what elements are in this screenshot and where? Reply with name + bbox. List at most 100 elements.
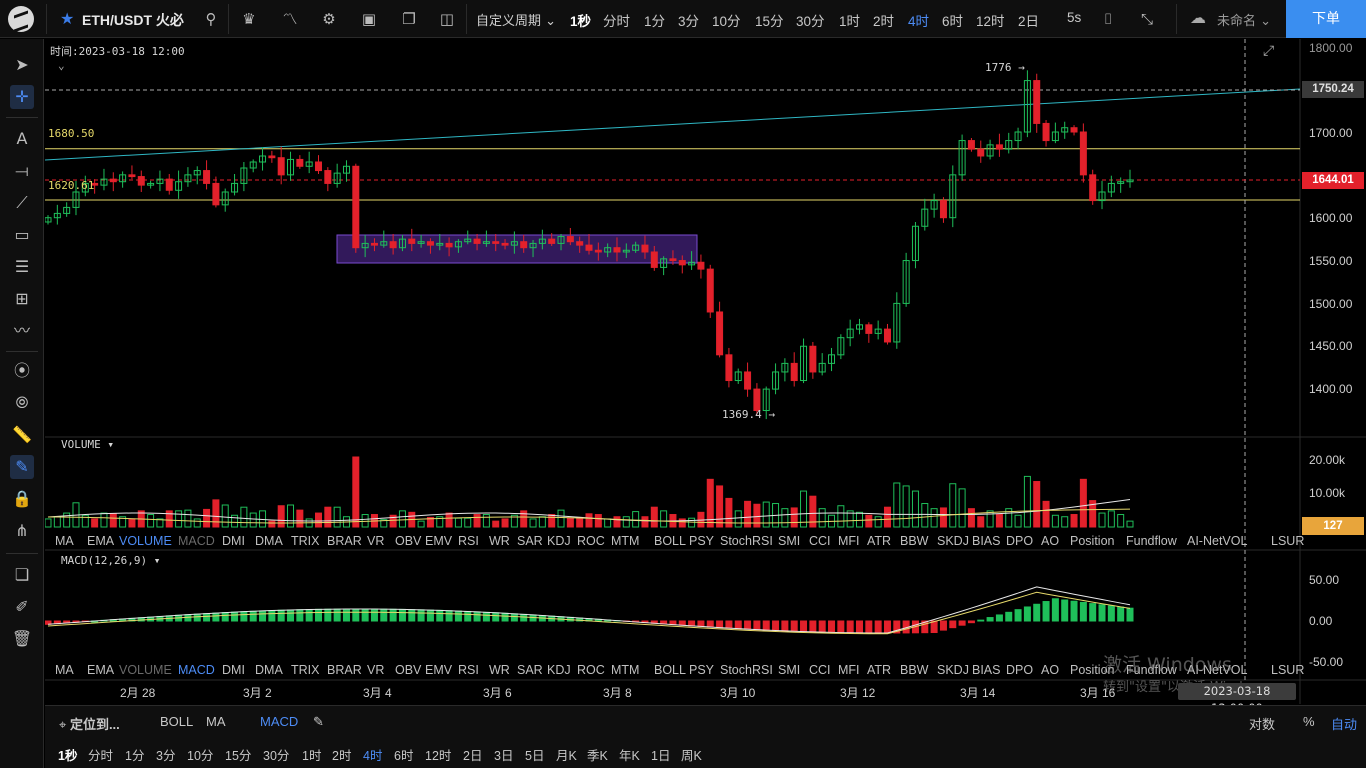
indicator-tab-volume[interactable]: VOLUME (119, 663, 172, 677)
indicator-tab-obv[interactable]: OBV (395, 663, 422, 677)
period-1s[interactable]: 1秒 (58, 749, 78, 763)
indicator-tab-mtm[interactable]: MTM (611, 534, 640, 548)
period-quarter[interactable]: 季K (587, 749, 608, 763)
period-1m[interactable]: 1分 (125, 749, 145, 763)
indicator-tab-dmi[interactable]: DMI (222, 534, 245, 548)
indicator-tab-sar[interactable]: SAR (517, 663, 543, 677)
period-3m[interactable]: 3分 (156, 749, 176, 763)
log-scale-button[interactable]: 对数 (1249, 717, 1276, 732)
chart-template-icon[interactable]: ▣ (361, 10, 377, 28)
indicator-tab-smi[interactable]: SMI (778, 534, 801, 548)
period-1h[interactable]: 1时 (302, 749, 322, 763)
period-week[interactable]: 周K (681, 749, 702, 763)
chevron-down-icon[interactable]: ⌄ (58, 59, 65, 72)
indicator-tab-ema[interactable]: EMA (87, 534, 115, 548)
indicator-tab-dpo[interactable]: DPO (1006, 663, 1034, 677)
grid-tool-icon[interactable]: ⊞ (15, 289, 29, 308)
indicator-tab-trix[interactable]: TRIX (291, 663, 320, 677)
period-timeshare[interactable]: 分时 (88, 749, 114, 763)
crosshair-icon[interactable]: ✛ (10, 85, 34, 109)
period-timeshare[interactable]: 分时 (603, 14, 630, 29)
indicator-tab-sar[interactable]: SAR (517, 534, 543, 548)
percent-scale-button[interactable]: % (1303, 714, 1315, 729)
period-3m[interactable]: 3分 (678, 14, 700, 29)
indicator-tab-stochrsi[interactable]: StochRSI (720, 663, 773, 677)
indicator-tab-cci[interactable]: CCI (809, 663, 831, 677)
indicator-tab-psy[interactable]: PSY (689, 534, 715, 548)
period-1h[interactable]: 1时 (839, 14, 861, 29)
indicator-tab-wr[interactable]: WR (489, 534, 510, 548)
period-15m[interactable]: 15分 (755, 14, 784, 29)
indicator-tab-ma[interactable]: MA (55, 534, 74, 548)
period-15m[interactable]: 15分 (225, 749, 252, 763)
indicator-tab-obv[interactable]: OBV (395, 534, 422, 548)
indicator-tab-mtm[interactable]: MTM (611, 663, 640, 677)
chart-canvas[interactable] (45, 39, 1366, 704)
indicator-tab-emv[interactable]: EMV (425, 534, 453, 548)
period-2d[interactable]: 2日 (1018, 14, 1040, 29)
camera-icon[interactable]: ⌷ (1103, 10, 1113, 28)
edit-list-icon[interactable]: ✐ (15, 597, 29, 616)
order-button[interactable]: 下单 (1286, 0, 1366, 38)
cursor-arrow-icon[interactable]: ➤ (15, 55, 29, 74)
locate-button[interactable]: ⌖ 定位到... (59, 717, 120, 732)
indicator-tab-macd[interactable]: MACD (178, 663, 215, 677)
fibonacci-fan-icon[interactable]: ⦾ (15, 393, 29, 412)
period-30m[interactable]: 30分 (796, 14, 825, 29)
brush-icon[interactable]: ✎ (10, 455, 34, 479)
volume-label[interactable]: VOLUME ▾ (61, 438, 114, 451)
period-1d[interactable]: 1日 (651, 749, 671, 763)
period-4h[interactable]: 4时 (363, 749, 383, 763)
lock-icon[interactable]: 🔒 (12, 489, 32, 508)
kline-chart[interactable]: 时间:2023-03-18 12:00 ⌄ 1680.50 1620.61 17… (45, 39, 1366, 704)
indicator-tab-lsur[interactable]: LSUR (1271, 663, 1305, 677)
period-6h[interactable]: 6时 (394, 749, 414, 763)
period-10m[interactable]: 10分 (712, 14, 741, 29)
custom-period-dropdown[interactable]: 自定义周期 ⌄ (476, 14, 557, 29)
layout-icon[interactable]: ◫ (439, 10, 455, 28)
indicator-tab-skdj[interactable]: SKDJ (937, 663, 969, 677)
indicator-tab-dma[interactable]: DMA (255, 663, 283, 677)
horizontal-line-icon[interactable]: ⟞ (15, 161, 29, 180)
period-10m[interactable]: 10分 (187, 749, 214, 763)
indicator-tab-boll[interactable]: BOLL (654, 534, 686, 548)
indicator-tab-position[interactable]: Position (1070, 534, 1115, 548)
magnet-icon[interactable]: ⋔ (15, 521, 29, 540)
indicator-tab-rsi[interactable]: RSI (458, 663, 479, 677)
indicator-tab-psy[interactable]: PSY (689, 663, 715, 677)
indicator-tab-fundflow[interactable]: Fundflow (1126, 663, 1177, 677)
indicator-tab-lsur[interactable]: LSUR (1271, 534, 1305, 548)
text-tool-icon[interactable]: A (16, 129, 28, 148)
boll-toggle[interactable]: BOLL (160, 714, 194, 729)
indicator-tab-ma[interactable]: MA (55, 663, 74, 677)
period-12h[interactable]: 12时 (425, 749, 452, 763)
indicator-tab-mfi[interactable]: MFI (838, 534, 860, 548)
period-month[interactable]: 月K (556, 749, 577, 763)
indicator-tab-atr[interactable]: ATR (867, 663, 892, 677)
indicator-tab-kdj[interactable]: KDJ (547, 534, 571, 548)
indicator-tab-dma[interactable]: DMA (255, 534, 283, 548)
indicator-tab-macd[interactable]: MACD (178, 534, 215, 548)
period-5s[interactable]: 5s (1067, 10, 1082, 25)
edit-icon[interactable]: ✎ (313, 714, 324, 729)
indicator-tab-vr[interactable]: VR (367, 534, 385, 548)
parallel-channel-icon[interactable]: ☰ (14, 257, 30, 276)
indicator-tab-dpo[interactable]: DPO (1006, 534, 1034, 548)
expand-icon[interactable]: ⤢ (1263, 43, 1275, 59)
cloud-icon[interactable]: ☁ (1190, 8, 1206, 27)
indicator-tab-wr[interactable]: WR (489, 663, 510, 677)
indicator-tab-cci[interactable]: CCI (809, 534, 831, 548)
indicator-tab-brar[interactable]: BRAR (327, 663, 362, 677)
indicator-tab-ai-netvol[interactable]: AI-NetVOL (1187, 663, 1248, 677)
indicator-tab-ai-netvol[interactable]: AI-NetVOL (1187, 534, 1248, 548)
fullscreen-icon[interactable]: ⤡ (1140, 10, 1153, 28)
indicator-tab-bias[interactable]: BIAS (972, 534, 1001, 548)
period-2h[interactable]: 2时 (873, 14, 895, 29)
indicator-tab-vr[interactable]: VR (367, 663, 385, 677)
indicator-tab-bbw[interactable]: BBW (900, 663, 929, 677)
period-4h[interactable]: 4时 (908, 14, 930, 29)
period-5d[interactable]: 5日 (525, 749, 545, 763)
favorite-star-icon[interactable]: ★ (60, 9, 75, 28)
trend-line-icon[interactable]: ⟋ (16, 193, 28, 212)
ma-toggle[interactable]: MA (206, 714, 226, 729)
